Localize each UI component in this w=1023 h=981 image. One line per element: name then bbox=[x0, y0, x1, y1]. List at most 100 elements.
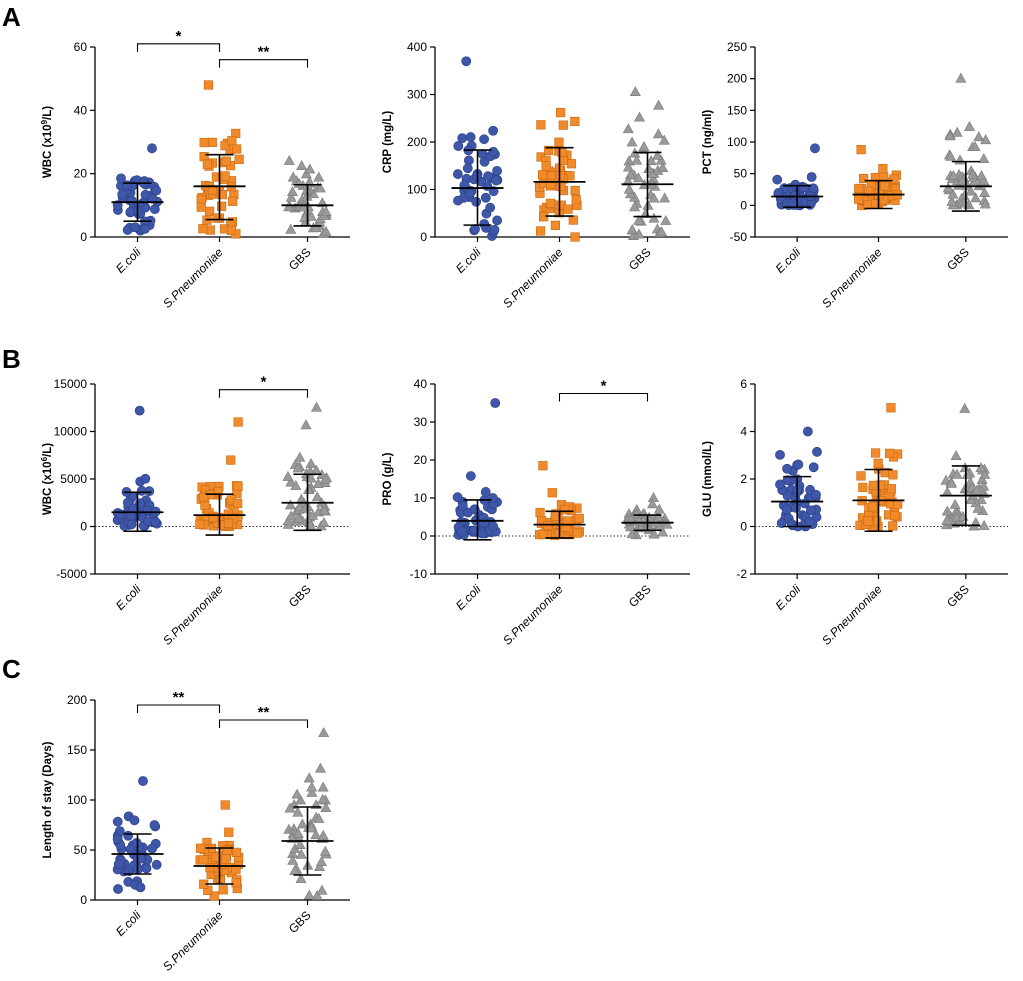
data-point-gbs bbox=[629, 201, 641, 212]
data-point-gbs bbox=[965, 185, 977, 196]
data-point-spneumoniae bbox=[538, 461, 548, 471]
data-point-spneumoniae bbox=[574, 513, 584, 523]
data-point-ecoli bbox=[810, 143, 820, 154]
data-point-gbs bbox=[284, 802, 296, 813]
data-point-gbs bbox=[286, 186, 298, 197]
data-point-spneumoniae bbox=[220, 141, 230, 151]
y-tick-label: 6 bbox=[740, 377, 747, 391]
data-point-spneumoniae bbox=[232, 144, 242, 154]
y-axis-label: WBC (x106/L) bbox=[40, 443, 55, 515]
data-point-spneumoniae bbox=[854, 183, 864, 194]
data-point-ecoli bbox=[802, 426, 813, 437]
data-point-spneumoniae bbox=[856, 145, 866, 155]
y-axis-label-part: PCT (ng/ml) bbox=[702, 110, 714, 175]
data-point-gbs bbox=[315, 856, 327, 866]
data-point-spneumoniae bbox=[886, 403, 896, 413]
data-point-ecoli bbox=[116, 173, 126, 184]
data-point-gbs bbox=[306, 786, 318, 797]
x-category-label: S.Pneumoniae bbox=[160, 245, 226, 311]
data-point-gbs bbox=[294, 451, 306, 462]
data-point-spneumoniae bbox=[198, 224, 208, 234]
data-point-gbs bbox=[287, 171, 299, 182]
data-point-spneumoniae bbox=[195, 519, 205, 529]
x-category-label: E.coli bbox=[113, 908, 144, 939]
data-point-gbs bbox=[951, 126, 963, 137]
data-point-gbs bbox=[622, 175, 634, 186]
y-tick-label: 5000 bbox=[60, 472, 87, 486]
data-point-spneumoniae bbox=[212, 213, 222, 223]
data-point-ecoli bbox=[793, 459, 804, 470]
y-tick-label: 20 bbox=[414, 453, 428, 467]
data-point-ecoli bbox=[479, 219, 490, 229]
data-point-gbs bbox=[648, 528, 660, 539]
data-point-spneumoniae bbox=[888, 521, 898, 531]
data-point-ecoli bbox=[457, 501, 468, 511]
chart-6: -2 0 2 4 6 GLU (mmol/L) E.coli S.Pneumoniae GBS bbox=[702, 377, 1008, 648]
data-point-ecoli bbox=[488, 146, 499, 157]
data-point-ecoli bbox=[782, 475, 793, 486]
data-point-gbs bbox=[311, 889, 323, 900]
data-point-ecoli bbox=[489, 224, 500, 235]
data-point-gbs bbox=[306, 781, 318, 792]
data-point-gbs bbox=[290, 479, 302, 490]
y-tick-label: 0 bbox=[740, 520, 747, 534]
y-axis-label-part: Length of stay (Days) bbox=[42, 741, 54, 858]
chart-2: 0 100 200 300 400 CRP (mg/L) E.coli S.Pneumonia… bbox=[382, 40, 690, 311]
data-point-ecoli bbox=[114, 826, 125, 837]
x-category-label: S.Pneumoniae bbox=[160, 582, 226, 648]
data-point-gbs bbox=[951, 468, 963, 479]
data-point-ecoli bbox=[140, 224, 150, 234]
data-point-spneumoniae bbox=[203, 80, 214, 90]
significance-bracket bbox=[136, 43, 221, 52]
y-axis-label-part: GLU (mmol/L) bbox=[702, 441, 714, 517]
data-point-ecoli bbox=[147, 843, 158, 854]
data-point-ecoli bbox=[122, 497, 133, 508]
data-point-gbs bbox=[646, 498, 658, 509]
data-point-gbs bbox=[954, 154, 966, 165]
y-tick-label: 300 bbox=[407, 88, 427, 102]
data-point-spneumoniae bbox=[858, 482, 868, 493]
x-category-label: GBS bbox=[626, 582, 654, 610]
data-point-gbs bbox=[304, 465, 316, 476]
data-point-gbs bbox=[319, 845, 331, 856]
data-point-gbs bbox=[304, 163, 316, 174]
x-category-label: GBS bbox=[286, 245, 314, 273]
x-category-label: GBS bbox=[626, 245, 654, 273]
data-point-spneumoniae bbox=[558, 120, 568, 130]
y-tick-label: 200 bbox=[727, 72, 747, 86]
data-point-gbs bbox=[657, 526, 669, 537]
panel-label-b: B bbox=[2, 344, 21, 374]
data-point-gbs bbox=[656, 226, 668, 237]
data-point-gbs bbox=[318, 504, 330, 515]
data-point-spneumoniae bbox=[571, 195, 581, 205]
y-axis-label-part: CRP (mg/L) bbox=[382, 111, 394, 174]
y-tick-label: -10 bbox=[410, 567, 428, 581]
data-point-ecoli bbox=[141, 863, 152, 874]
data-point-gbs bbox=[318, 726, 330, 737]
y-tick-label: 4 bbox=[740, 425, 747, 439]
data-point-gbs bbox=[950, 450, 962, 461]
data-point-gbs bbox=[975, 493, 987, 504]
data-point-ecoli bbox=[453, 141, 464, 151]
data-point-spneumoniae bbox=[199, 492, 209, 502]
data-point-spneumoniae bbox=[888, 470, 898, 480]
y-tick-label: 2 bbox=[740, 472, 747, 486]
data-point-ecoli bbox=[457, 133, 468, 144]
data-point-gbs bbox=[626, 224, 638, 235]
data-point-ecoli bbox=[480, 487, 491, 497]
data-point-spneumoniae bbox=[868, 480, 879, 491]
panel-label-a: A bbox=[2, 2, 21, 32]
data-point-spneumoniae bbox=[535, 507, 545, 518]
data-point-gbs bbox=[625, 521, 637, 532]
data-point-gbs bbox=[645, 155, 657, 166]
significance-marker: ** bbox=[258, 704, 270, 721]
data-point-gbs bbox=[320, 225, 332, 236]
data-point-gbs bbox=[310, 829, 322, 840]
data-point-spneumoniae bbox=[886, 484, 897, 494]
data-point-spneumoniae bbox=[572, 528, 583, 538]
x-category-label: GBS bbox=[286, 908, 314, 936]
data-point-gbs bbox=[660, 215, 672, 225]
data-point-gbs bbox=[295, 873, 307, 883]
data-point-ecoli bbox=[147, 143, 157, 154]
y-tick-label: 0 bbox=[740, 198, 747, 212]
